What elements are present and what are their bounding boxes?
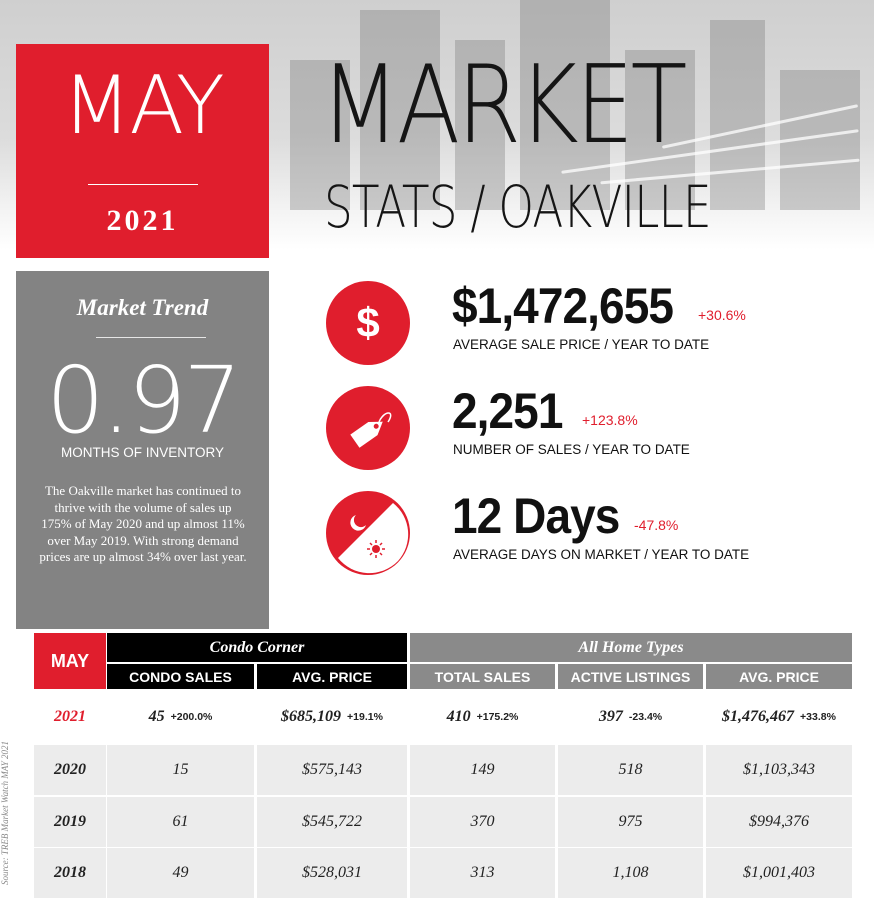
column-header: CONDO SALES	[107, 664, 254, 689]
table-cell: $575,143	[257, 745, 407, 795]
stat-label: AVERAGE DAYS ON MARKET / YEAR TO DATE	[453, 547, 750, 562]
row-year: 2019	[34, 797, 106, 847]
column-header: TOTAL SALES	[410, 664, 555, 689]
stat-average-sale-price: $ $1,472,655 +30.6% AVERAGE SALE PRICE /…	[326, 281, 866, 371]
row-year: 2018	[34, 848, 106, 898]
column-header: AVG. PRICE	[257, 664, 407, 689]
svg-text:$: $	[356, 299, 379, 346]
table-cell: $1,001,403	[706, 848, 852, 898]
page-title: MARKET	[320, 43, 687, 168]
stat-change: -47.8%	[634, 517, 679, 533]
table-cell: $1,476,467 +33.8%	[706, 692, 852, 742]
table-cell: 313	[410, 848, 555, 898]
stat-label: NUMBER OF SALES / YEAR TO DATE	[453, 442, 690, 457]
stat-change: +123.8%	[582, 412, 638, 428]
inventory-value: 0.97	[46, 347, 242, 454]
table-cell: 518	[558, 745, 703, 795]
stat-label: AVERAGE SALE PRICE / YEAR TO DATE	[453, 337, 710, 352]
dollar-icon: $	[326, 281, 410, 365]
table-row: 2021 45 +200.0% $685,109 +19.1% 410 +175.2%…	[34, 692, 852, 742]
group-header-all-home-types: All Home Types	[410, 633, 852, 662]
stat-value: 2,251	[452, 383, 563, 439]
table-cell: 975	[558, 797, 703, 847]
trend-description: The Oakville market has continued to thr…	[39, 483, 247, 564]
stat-change: +30.6%	[698, 307, 746, 323]
table-cell: 149	[410, 745, 555, 795]
trend-title: Market Trend	[76, 295, 209, 320]
hero-background	[0, 0, 874, 250]
table-cell: 370	[410, 797, 555, 847]
stat-number-of-sales: 2,251 +123.8% NUMBER OF SALES / YEAR TO …	[326, 386, 866, 476]
inventory-unit: MONTHS OF INVENTORY	[60, 445, 224, 460]
column-header: ACTIVE LISTINGS	[558, 664, 703, 689]
stat-value: 12 Days	[452, 488, 620, 544]
row-year: 2020	[34, 745, 106, 795]
stat-days-on-market: 12 Days -47.8% AVERAGE DAYS ON MARKET / …	[326, 491, 866, 581]
table-cell: $685,109 +19.1%	[257, 692, 407, 742]
stat-value: $1,472,655	[452, 278, 674, 334]
year-label: 2021	[106, 204, 179, 237]
page-subtitle: STATS / OAKVILLE	[324, 173, 712, 241]
table-cell: 1,108	[558, 848, 703, 898]
table-cell: $1,103,343	[706, 745, 852, 795]
month-label: MAY	[62, 59, 224, 152]
group-header-condo: Condo Corner	[107, 633, 407, 662]
table-row: 2020 15 $575,143 149 518 $1,103,343	[34, 745, 852, 795]
source-note: Source: TREB Market Watch MAY 2021	[0, 740, 10, 885]
divider	[88, 184, 198, 185]
table-cell: 410 +175.2%	[410, 692, 555, 742]
market-trend-panel: Market Trend 0.97 MONTHS OF INVENTORY Th…	[16, 271, 269, 629]
table-cell: $994,376	[706, 797, 852, 847]
column-header: AVG. PRICE	[706, 664, 852, 689]
table-row: 2018 49 $528,031 313 1,108 $1,001,403	[34, 848, 852, 898]
table-row: 2019 61 $545,722 370 975 $994,376	[34, 797, 852, 847]
table-cell: $545,722	[257, 797, 407, 847]
table-cell: 15	[107, 745, 254, 795]
month-block: MAY 2021	[16, 44, 269, 258]
table-cell: $528,031	[257, 848, 407, 898]
day-night-icon	[326, 491, 410, 575]
table-cell: 49	[107, 848, 254, 898]
table-cell: 61	[107, 797, 254, 847]
table-cell: 45 +200.0%	[107, 692, 254, 742]
table-cell: 397 -23.4%	[558, 692, 703, 742]
price-tag-icon	[326, 386, 410, 470]
row-year: 2021	[34, 692, 106, 742]
divider	[96, 337, 206, 338]
table-month-label: MAY	[34, 633, 106, 689]
